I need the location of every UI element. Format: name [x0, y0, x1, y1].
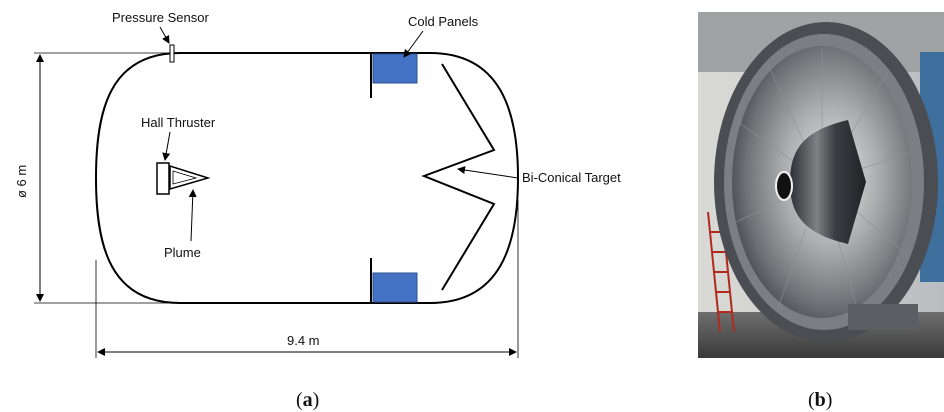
hall-thruster-label: Hall Thruster: [141, 115, 216, 130]
pressure-sensor: [169, 44, 175, 63]
cone-tip-opening: [775, 171, 793, 201]
hall-thruster: [156, 162, 170, 195]
cold-panels-label: Cold Panels: [408, 14, 479, 29]
chamber-outline: [94, 52, 520, 304]
cold-panel-top: [372, 53, 418, 84]
caption-a-open: (: [296, 389, 303, 411]
bi-conical-target: [421, 63, 496, 291]
bi-conical-target-photo: [790, 120, 866, 244]
caption-a-letter: a: [303, 389, 313, 411]
hall-thruster-arrow: [162, 131, 171, 161]
diameter-label: ø 6 m: [14, 165, 29, 198]
caption-a: (a): [296, 389, 319, 411]
plume-arrow: [188, 189, 197, 242]
chamber-door-base: [848, 304, 918, 330]
caption-a-close: ): [313, 389, 320, 411]
caption-b-open: (: [808, 389, 815, 411]
chamber-photo: [698, 12, 944, 358]
caption-b-letter: b: [815, 389, 826, 411]
pressure-sensor-arrow: [159, 26, 170, 44]
pressure-sensor-label: Pressure Sensor: [112, 10, 209, 25]
cold-panel-bottom: [372, 272, 418, 303]
plume-label: Plume: [164, 245, 201, 260]
plume-core: [172, 170, 198, 185]
caption-b-close: ): [826, 389, 833, 411]
caption-b: (b): [808, 389, 832, 411]
bi-conical-target-label: Bi-Conical Target: [522, 170, 621, 185]
bi-conical-target-arrow: [457, 166, 519, 179]
cold-panels-arrow: [403, 30, 424, 58]
length-label: 9.4 m: [287, 333, 320, 348]
